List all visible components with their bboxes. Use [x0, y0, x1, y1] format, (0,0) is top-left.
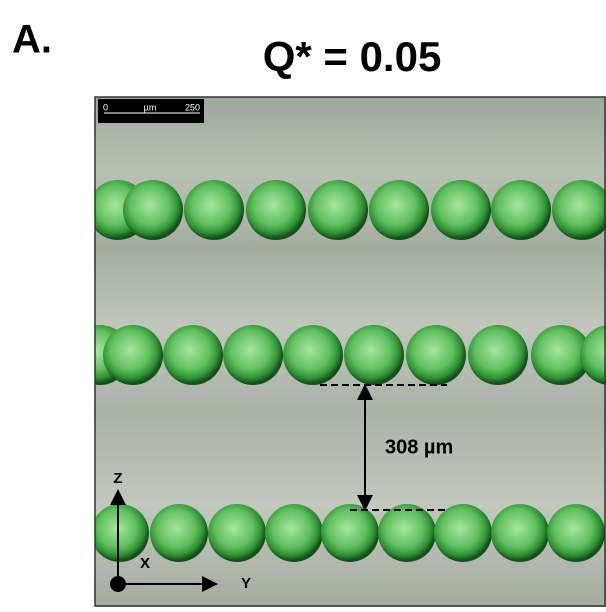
droplet — [308, 180, 368, 240]
droplet — [434, 504, 492, 562]
scale-unit: µm — [144, 102, 157, 112]
droplet — [283, 325, 343, 385]
droplet — [431, 180, 491, 240]
droplet — [378, 504, 436, 562]
scale-start: 0 — [103, 102, 108, 112]
droplet — [491, 504, 549, 562]
droplet — [491, 180, 551, 240]
title: Q* = 0.05 — [263, 33, 442, 80]
droplet — [150, 504, 208, 562]
droplet — [208, 504, 266, 562]
figure: A. Q* = 0.05 0 µm 250 308 µm Z X Y — [0, 0, 606, 607]
x-axis-dot — [110, 576, 126, 592]
droplet — [163, 325, 223, 385]
droplet — [265, 504, 323, 562]
scale-end: 250 — [185, 102, 200, 112]
x-axis-label: X — [140, 555, 150, 572]
droplet — [468, 325, 528, 385]
droplet — [321, 504, 379, 562]
y-axis-label: Y — [241, 575, 251, 592]
droplet — [369, 180, 429, 240]
page: A. Q* = 0.05 0 µm 250 308 µm Z X Y (() =… — [0, 0, 606, 607]
droplet — [246, 180, 306, 240]
droplet — [223, 325, 283, 385]
z-axis-label: Z — [113, 470, 122, 487]
droplet — [344, 325, 404, 385]
droplet — [103, 325, 163, 385]
droplet — [123, 180, 183, 240]
droplet — [547, 504, 605, 562]
droplet — [406, 325, 466, 385]
panel-label: A. — [12, 18, 52, 62]
micrograph — [70, 97, 606, 607]
droplet — [184, 180, 244, 240]
distance-label: 308 µm — [385, 436, 453, 458]
droplet — [91, 504, 149, 562]
